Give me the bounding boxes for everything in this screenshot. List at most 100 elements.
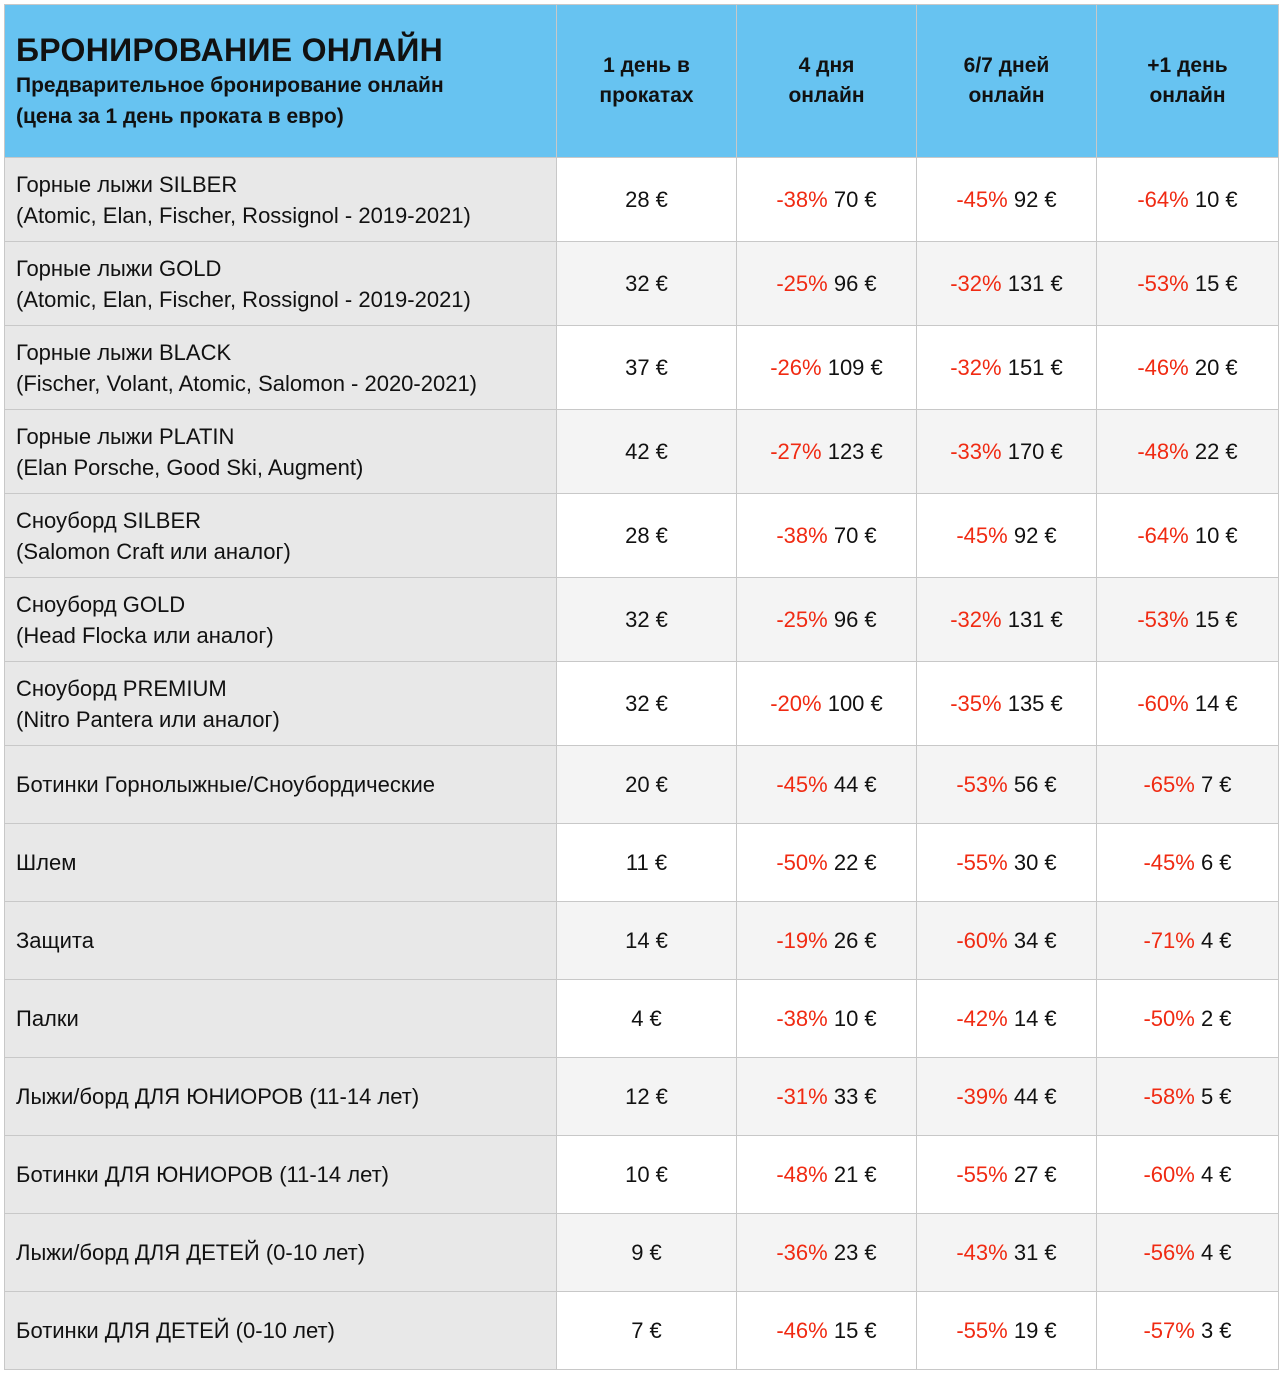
price-value: 2 € xyxy=(1200,1005,1232,1031)
table-row: Ботинки Горнолыжные/Сноубордические 20 € -… xyxy=(4,745,1279,824)
item-name: Горные лыжи SILBER xyxy=(16,171,238,197)
price-value: 170 € xyxy=(1007,438,1063,464)
price-1-day: 28 € xyxy=(556,493,737,578)
price-value: 131 € xyxy=(1007,606,1063,632)
price-1-day: 7 € xyxy=(556,1291,737,1370)
price-6-7-days: -32% 131 € xyxy=(916,241,1097,326)
discount-percent: -46% xyxy=(1137,354,1189,380)
price-4-days: -26% 109 € xyxy=(736,325,917,410)
price-value: 4 € xyxy=(1200,927,1232,953)
price-plus-1-day: -60% 14 € xyxy=(1096,661,1279,746)
item-name: Сноуборд PREMIUM xyxy=(16,675,227,701)
item-name: Горные лыжи GOLD xyxy=(16,255,222,281)
price-1-day: 11 € xyxy=(556,823,737,902)
price-6-7-days: -39% 44 € xyxy=(916,1057,1097,1136)
price-value: 7 € xyxy=(1200,771,1232,797)
price-4-days: -48% 21 € xyxy=(736,1135,917,1214)
price-value: 27 € xyxy=(1013,1161,1057,1187)
item-name-cell: Сноуборд PREMIUM (Nitro Pantera или анало… xyxy=(4,661,557,746)
table-row: Горные лыжи BLACK (Fischer, Volant, Atomi… xyxy=(4,325,1279,410)
price-value: 10 € xyxy=(833,1005,877,1031)
price-6-7-days: -33% 170 € xyxy=(916,409,1097,494)
item-name-cell: Горные лыжи GOLD (Atomic, Elan, Fischer, … xyxy=(4,241,557,326)
item-name: Ботинки ДЛЯ ЮНИОРОВ (11-14 лет) xyxy=(16,1162,390,1187)
price-4-days: -19% 26 € xyxy=(736,901,917,980)
item-name: Защита xyxy=(16,928,94,953)
price-1-day: 9 € xyxy=(556,1213,737,1292)
price-value: 20 € xyxy=(1194,354,1238,380)
price-value: 10 € xyxy=(1194,186,1238,212)
price-value: 56 € xyxy=(1013,771,1057,797)
price-6-7-days: -43% 31 € xyxy=(916,1213,1097,1292)
item-name: Лыжи/борд ДЛЯ ДЕТЕЙ (0-10 лет) xyxy=(16,1240,366,1265)
price-1-day: 37 € xyxy=(556,325,737,410)
item-name: Ботинки Горнолыжные/Сноубордические xyxy=(16,772,436,797)
discount-percent: -71% xyxy=(1143,927,1195,953)
price-value: 15 € xyxy=(1194,270,1238,296)
item-name-cell: Палки xyxy=(4,979,557,1058)
price-1-day: 42 € xyxy=(556,409,737,494)
price-value: 21 € xyxy=(833,1161,877,1187)
price-plus-1-day: -65% 7 € xyxy=(1096,745,1279,824)
discount-percent: -45% xyxy=(956,522,1008,548)
price-plus-1-day: -48% 22 € xyxy=(1096,409,1279,494)
price-value: 92 € xyxy=(1013,522,1057,548)
price-plus-1-day: -64% 10 € xyxy=(1096,493,1279,578)
item-name-cell: Шлем xyxy=(4,823,557,902)
discount-percent: -55% xyxy=(956,1317,1008,1343)
discount-percent: -27% xyxy=(770,438,822,464)
column-header-line1: 1 день в xyxy=(603,54,690,77)
price-value: 22 € xyxy=(1194,438,1238,464)
price-6-7-days: -42% 14 € xyxy=(916,979,1097,1058)
price-1-day: 4 € xyxy=(556,979,737,1058)
table-header: БРОНИРОВАНИЕ ОНЛАЙН Предварительное брон… xyxy=(4,4,1279,158)
price-value: 22 € xyxy=(833,849,877,875)
discount-percent: -38% xyxy=(776,186,828,212)
item-name-cell: Горные лыжи SILBER (Atomic, Elan, Fischer… xyxy=(4,157,557,242)
item-name-cell: Лыжи/борд ДЛЯ ЮНИОРОВ (11-14 лет) xyxy=(4,1057,557,1136)
discount-percent: -60% xyxy=(956,927,1008,953)
discount-percent: -53% xyxy=(1137,270,1189,296)
discount-percent: -50% xyxy=(776,849,828,875)
price-4-days: -36% 23 € xyxy=(736,1213,917,1292)
item-name-cell: Горные лыжи PLATIN (Elan Porsche, Good Sk… xyxy=(4,409,557,494)
item-name: Палки xyxy=(16,1006,79,1031)
discount-percent: -57% xyxy=(1143,1317,1195,1343)
discount-percent: -53% xyxy=(1137,606,1189,632)
price-value: 4 € xyxy=(1200,1161,1232,1187)
discount-percent: -48% xyxy=(1137,438,1189,464)
item-name-cell: Защита xyxy=(4,901,557,980)
column-header-line2: онлайн xyxy=(788,84,865,107)
price-plus-1-day: -60% 4 € xyxy=(1096,1135,1279,1214)
price-6-7-days: -60% 34 € xyxy=(916,901,1097,980)
item-name: Шлем xyxy=(16,850,77,875)
price-value: 30 € xyxy=(1013,849,1057,875)
discount-percent: -64% xyxy=(1137,522,1189,548)
discount-percent: -55% xyxy=(956,849,1008,875)
price-4-days: -25% 96 € xyxy=(736,577,917,662)
price-1-day: 32 € xyxy=(556,661,737,746)
column-header-6-7-days: 6/7 дней онлайн xyxy=(916,4,1097,158)
price-value: 34 € xyxy=(1013,927,1057,953)
item-name-cell: Сноуборд GOLD (Head Flocka или аналог) xyxy=(4,577,557,662)
price-6-7-days: -45% 92 € xyxy=(916,493,1097,578)
column-header-line2: онлайн xyxy=(1149,84,1226,107)
price-plus-1-day: -46% 20 € xyxy=(1096,325,1279,410)
item-name-cell: Сноуборд SILBER (Salomon Craft или аналог… xyxy=(4,493,557,578)
table-row: Палки 4 € -38% 10 € -42% 14 € -50% 2 € xyxy=(4,979,1279,1058)
table-row: Шлем 11 € -50% 22 € -55% 30 € -45% 6 € xyxy=(4,823,1279,902)
discount-percent: -45% xyxy=(1143,849,1195,875)
price-4-days: -45% 44 € xyxy=(736,745,917,824)
column-header-line1: 6/7 дней xyxy=(963,54,1050,77)
discount-percent: -64% xyxy=(1137,186,1189,212)
discount-percent: -53% xyxy=(956,771,1008,797)
column-header-plus-1-day: +1 день онлайн xyxy=(1096,4,1279,158)
price-plus-1-day: -58% 5 € xyxy=(1096,1057,1279,1136)
price-value: 14 € xyxy=(1194,690,1238,716)
item-name-cell: Ботинки Горнолыжные/Сноубордические xyxy=(4,745,557,824)
price-value: 123 € xyxy=(827,438,883,464)
price-value: 96 € xyxy=(833,606,877,632)
price-4-days: -38% 10 € xyxy=(736,979,917,1058)
column-header-line1: +1 день xyxy=(1147,54,1228,77)
price-6-7-days: -45% 92 € xyxy=(916,157,1097,242)
